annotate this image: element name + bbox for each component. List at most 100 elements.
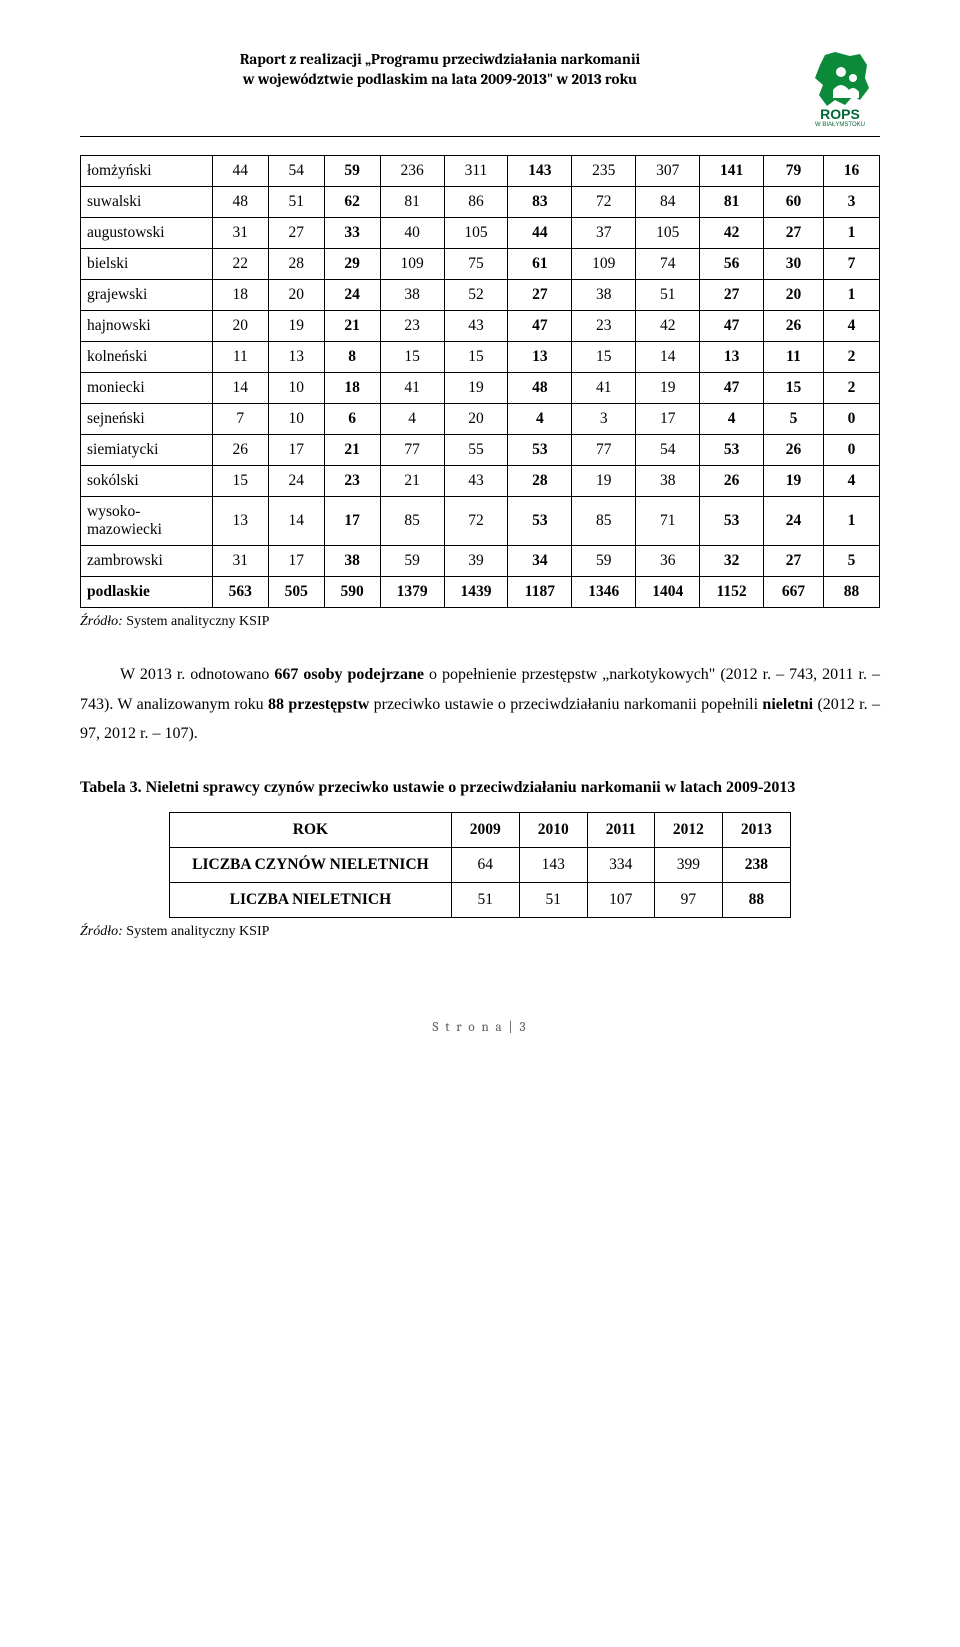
row-label: grajewski: [81, 280, 213, 311]
page-footer: S t r o n a | 3: [80, 1020, 880, 1035]
logo: ROPS W BIAŁYMSTOKU: [800, 50, 880, 128]
cell: 41: [572, 373, 636, 404]
cell: 307: [636, 156, 700, 187]
table-row: moniecki141018411948411947152: [81, 373, 880, 404]
row-label: LICZBA CZYNÓW NIELETNICH: [170, 848, 452, 883]
table-row: ROK20092010201120122013: [170, 813, 791, 848]
cell: 56: [700, 249, 764, 280]
cell: 38: [324, 546, 380, 577]
cell: 51: [636, 280, 700, 311]
cell: 13: [700, 342, 764, 373]
cell: 53: [508, 435, 572, 466]
cell: 19: [636, 373, 700, 404]
table-row: kolneński11138151513151413112: [81, 342, 880, 373]
cell: 11: [764, 342, 824, 373]
cell: 81: [700, 187, 764, 218]
cell: 2013: [722, 813, 790, 848]
cell: 62: [324, 187, 380, 218]
cell: 4: [508, 404, 572, 435]
cell: 3: [572, 404, 636, 435]
cell: 14: [636, 342, 700, 373]
cell: 20: [268, 280, 324, 311]
cell: 55: [444, 435, 508, 466]
cell: 26: [764, 435, 824, 466]
cell: 47: [700, 311, 764, 342]
table-row: suwalski485162818683728481603: [81, 187, 880, 218]
cell: 38: [380, 280, 444, 311]
row-label: hajnowski: [81, 311, 213, 342]
cell: 6: [324, 404, 380, 435]
cell: 105: [444, 218, 508, 249]
cell: 38: [572, 280, 636, 311]
source-text: System analityczny KSIP: [123, 614, 270, 629]
cell: 23: [572, 311, 636, 342]
cell: 667: [764, 577, 824, 608]
row-label: łomżyński: [81, 156, 213, 187]
cell: 34: [508, 546, 572, 577]
cell: 23: [380, 311, 444, 342]
cell: 1439: [444, 577, 508, 608]
cell: 88: [823, 577, 879, 608]
cell: 15: [444, 342, 508, 373]
table-row: wysoko-mazowiecki131417857253857153241: [81, 497, 880, 546]
cell: 21: [324, 311, 380, 342]
cell: 1346: [572, 577, 636, 608]
cell: 53: [700, 435, 764, 466]
cell: 1: [823, 497, 879, 546]
source-text-2: System analityczny KSIP: [123, 924, 270, 939]
cell: 27: [764, 218, 824, 249]
cell: 47: [700, 373, 764, 404]
page-header: Raport z realizacji „Programu przeciwdzi…: [80, 50, 880, 128]
cell: 10: [268, 404, 324, 435]
header-title: Raport z realizacji „Programu przeciwdzi…: [80, 50, 800, 89]
table-row: sokólski152423214328193826194: [81, 466, 880, 497]
source-label-2: Źródło:: [80, 924, 123, 939]
cell: 7: [212, 404, 268, 435]
cell: 4: [823, 311, 879, 342]
cell: 20: [212, 311, 268, 342]
cell: 105: [636, 218, 700, 249]
cell: 2010: [519, 813, 587, 848]
cell: 17: [324, 497, 380, 546]
header-divider: [80, 136, 880, 137]
row-label: moniecki: [81, 373, 213, 404]
cell: 43: [444, 311, 508, 342]
cell: 1187: [508, 577, 572, 608]
cell: 15: [764, 373, 824, 404]
cell: 5: [823, 546, 879, 577]
cell: 51: [268, 187, 324, 218]
row-label: sokólski: [81, 466, 213, 497]
cell: 27: [268, 218, 324, 249]
cell: 10: [268, 373, 324, 404]
cell: 71: [636, 497, 700, 546]
cell: 15: [212, 466, 268, 497]
cell: 18: [212, 280, 268, 311]
cell: 54: [636, 435, 700, 466]
table-row: LICZBA NIELETNICH51511079788: [170, 883, 791, 918]
cell: 59: [572, 546, 636, 577]
cell: 84: [636, 187, 700, 218]
cell: 77: [380, 435, 444, 466]
cell: 8: [324, 342, 380, 373]
cell: 41: [380, 373, 444, 404]
cell: 61: [508, 249, 572, 280]
cell: 20: [764, 280, 824, 311]
cell: 77: [572, 435, 636, 466]
table-row: hajnowski201921234347234247264: [81, 311, 880, 342]
cell: 51: [451, 883, 519, 918]
cell: 44: [508, 218, 572, 249]
cell: 53: [508, 497, 572, 546]
cell: 24: [268, 466, 324, 497]
cell: 97: [654, 883, 722, 918]
cell: 11: [212, 342, 268, 373]
table-row: zambrowski311738593934593632275: [81, 546, 880, 577]
cell: 15: [572, 342, 636, 373]
cell: 1379: [380, 577, 444, 608]
cell: 28: [508, 466, 572, 497]
cell: 238: [722, 848, 790, 883]
cell: 54: [268, 156, 324, 187]
cell: 60: [764, 187, 824, 218]
cell: 30: [764, 249, 824, 280]
cell: 19: [764, 466, 824, 497]
cell: 16: [823, 156, 879, 187]
